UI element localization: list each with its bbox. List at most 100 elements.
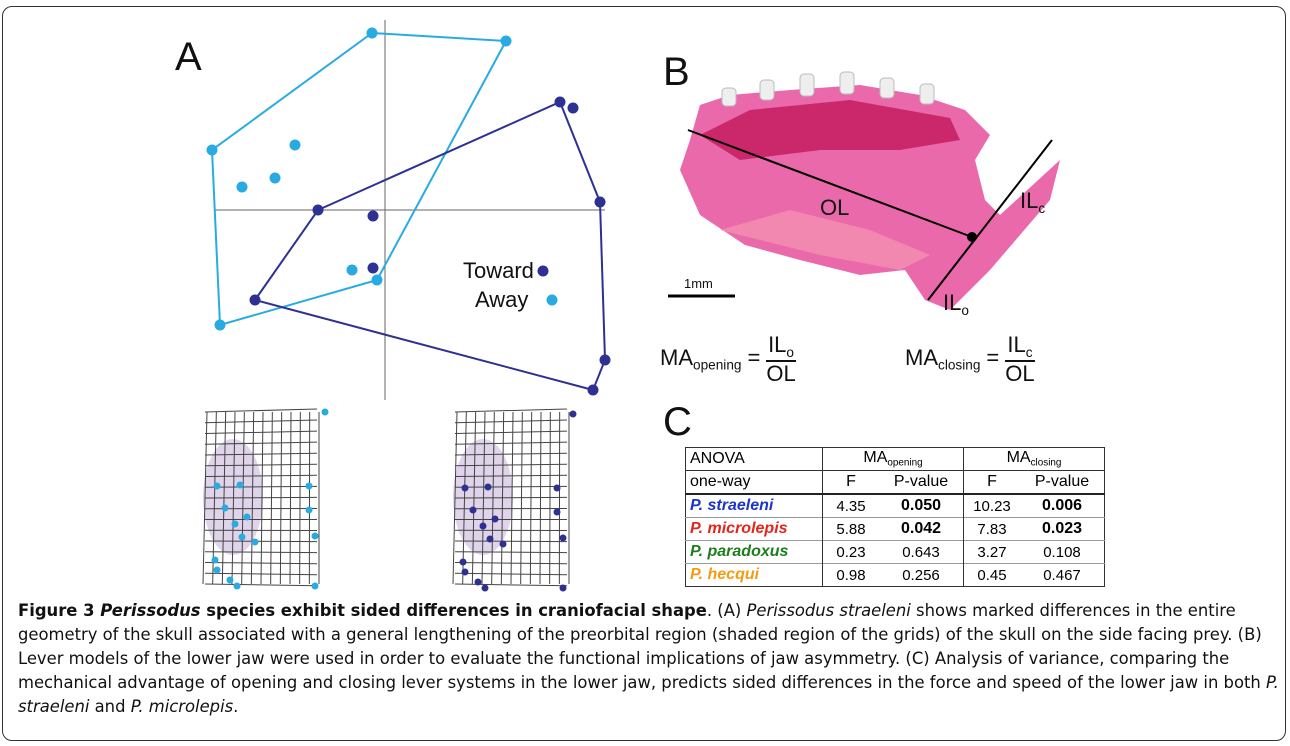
subscript: closing bbox=[938, 357, 981, 373]
value-cell: 0.467 bbox=[1043, 566, 1081, 584]
data-row: P. straeleni 4.35 0.050 10.23 0.006 bbox=[685, 494, 1105, 518]
toward-hull bbox=[253, 100, 607, 392]
header-cell: MAopening bbox=[822, 447, 964, 471]
toward-point bbox=[554, 96, 566, 108]
landmark bbox=[461, 568, 469, 576]
landmark bbox=[559, 534, 567, 542]
value-cell: 0.643 bbox=[879, 540, 964, 564]
subscript: c bbox=[1038, 200, 1046, 216]
subscript: o bbox=[786, 344, 794, 360]
landmark bbox=[479, 522, 487, 530]
grid-rule bbox=[454, 583, 568, 587]
value-cell: 3.27 bbox=[977, 543, 1007, 561]
away-point bbox=[214, 319, 226, 331]
scale-label: 1mm bbox=[684, 276, 713, 291]
landmark bbox=[305, 506, 313, 514]
landmark bbox=[486, 535, 494, 543]
grid-rule bbox=[204, 441, 318, 445]
landmark bbox=[484, 483, 492, 491]
away-point bbox=[371, 274, 383, 286]
main-text: IL bbox=[768, 332, 787, 357]
legend-label: Toward bbox=[463, 258, 534, 283]
value-cell: 0.006 bbox=[1041, 497, 1083, 514]
grid-rule bbox=[454, 572, 568, 576]
caption-run: species exhibit sided differences in cra… bbox=[200, 601, 707, 620]
legend-marker bbox=[546, 294, 558, 306]
value-cell: 0.98 bbox=[836, 566, 866, 584]
grid-rule bbox=[204, 551, 318, 554]
axes bbox=[215, 20, 605, 400]
landmark bbox=[211, 556, 219, 564]
grid-rule bbox=[454, 551, 568, 554]
panel-label: A bbox=[175, 35, 202, 79]
fulcrum bbox=[967, 232, 977, 242]
away-point bbox=[289, 139, 301, 151]
jaw-photo bbox=[680, 71, 1060, 310]
grid-rule bbox=[204, 430, 318, 434]
landmark bbox=[499, 540, 507, 548]
landmark bbox=[559, 584, 567, 592]
panel-label: C bbox=[663, 400, 692, 444]
legend-label: Away bbox=[475, 287, 529, 312]
ol-line bbox=[687, 129, 973, 238]
toward-point bbox=[567, 102, 579, 114]
grid-rule bbox=[454, 485, 568, 488]
caption-run: . (A) bbox=[706, 601, 747, 620]
species-cell: P. paradoxus bbox=[685, 540, 823, 564]
header-cell: P-value bbox=[1034, 473, 1090, 490]
away-hull bbox=[210, 31, 508, 327]
grid-rule bbox=[454, 463, 568, 467]
toward-point bbox=[599, 354, 611, 366]
value-cell: 4.35 bbox=[836, 497, 866, 515]
grid-rule bbox=[204, 583, 318, 587]
toward-point bbox=[249, 294, 261, 306]
landmark bbox=[213, 566, 221, 574]
preorbital-shade bbox=[203, 439, 263, 555]
grid-rule bbox=[204, 463, 318, 467]
grid-rule bbox=[454, 419, 568, 424]
grid-rule bbox=[549, 411, 551, 585]
landmark bbox=[481, 584, 489, 592]
header-row: one-way F P-value F P-value bbox=[685, 470, 1105, 494]
caption-run: and bbox=[89, 697, 131, 716]
main-text: MA bbox=[905, 344, 938, 370]
header-cell: P-value bbox=[879, 470, 964, 494]
away-point bbox=[206, 144, 218, 156]
species-cell: P. hecqui bbox=[685, 563, 823, 587]
species-cell: P. microlepis bbox=[685, 517, 823, 541]
value-cell: 0.042 bbox=[879, 517, 964, 541]
toward-point bbox=[312, 204, 324, 216]
denominator: OL bbox=[1005, 360, 1035, 387]
grid-rule bbox=[204, 408, 318, 413]
caption-run: . bbox=[233, 697, 239, 716]
preorbital-shade bbox=[453, 439, 513, 555]
landmark bbox=[311, 532, 319, 540]
grid-rule bbox=[454, 408, 568, 413]
value-cell: 10.23 bbox=[973, 497, 1011, 515]
data-row: P. paradoxus 0.23 0.643 3.27 0.108 bbox=[685, 540, 1105, 564]
value-cell: 0.108 bbox=[1043, 543, 1081, 561]
lever-label: ILc bbox=[1020, 188, 1045, 216]
landmark bbox=[311, 582, 319, 590]
equals: = bbox=[747, 344, 761, 370]
subscript: opening bbox=[887, 457, 923, 469]
main-text: MA bbox=[1006, 449, 1031, 467]
formula: MAclosing = ILc OL bbox=[905, 333, 1035, 385]
landmark bbox=[474, 578, 482, 586]
subscript: closing bbox=[1030, 457, 1062, 469]
header-cell: one-way bbox=[685, 470, 823, 494]
toward-point bbox=[367, 210, 379, 222]
value-cell: 0.023 bbox=[1041, 520, 1083, 537]
species-cell: P. straeleni bbox=[685, 494, 823, 518]
header-cell: F bbox=[846, 473, 856, 490]
main-text: MA bbox=[660, 344, 693, 370]
landmark bbox=[461, 484, 469, 492]
away-point bbox=[500, 35, 512, 47]
main-text: MA bbox=[863, 449, 888, 467]
value-cell: 0.050 bbox=[879, 494, 964, 518]
away-point bbox=[269, 172, 281, 184]
landmark bbox=[321, 408, 329, 416]
away-point bbox=[366, 27, 378, 39]
